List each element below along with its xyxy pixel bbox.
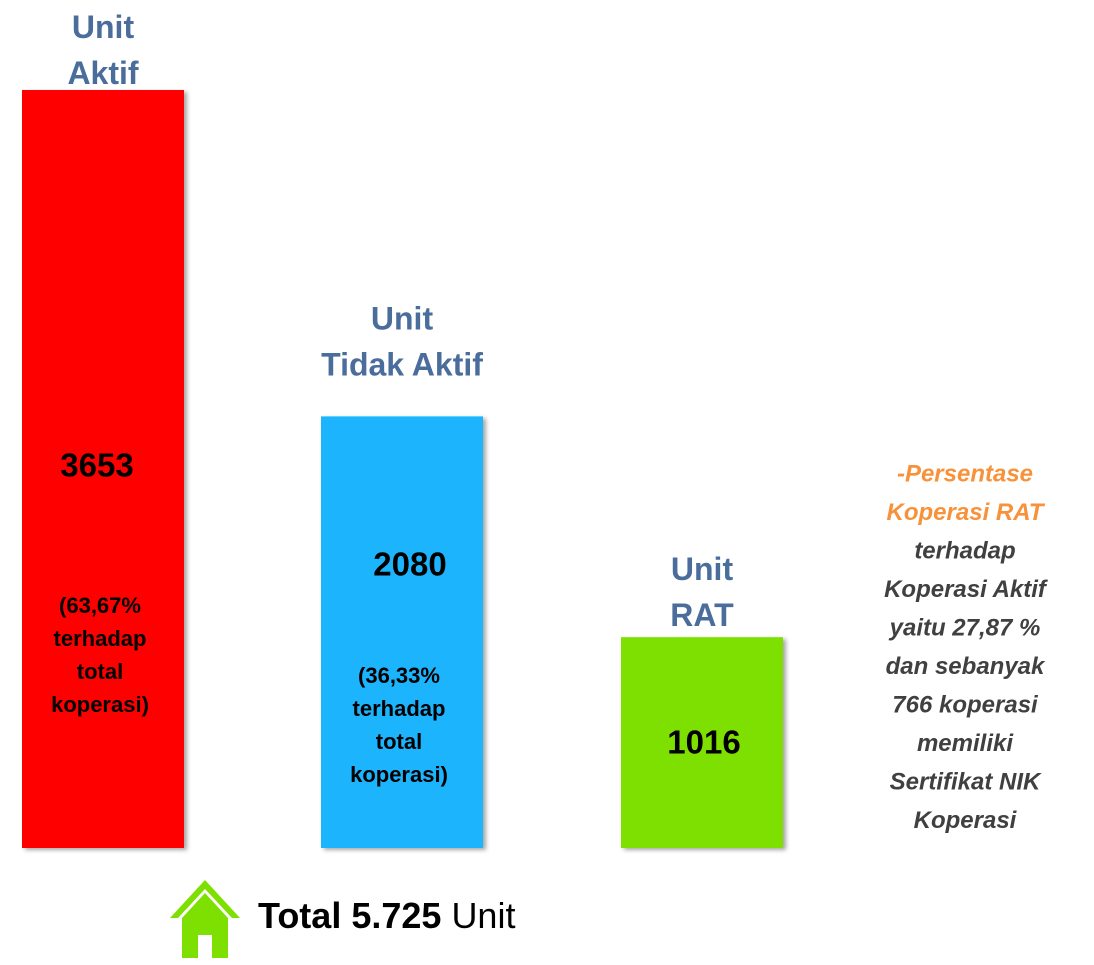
- total-text: Total 5.725 Unit: [258, 895, 515, 936]
- bar-note: (36,33% terhadap total koperasi): [350, 663, 448, 787]
- annotation-line: Koperasi: [914, 807, 1018, 834]
- annotation-line: Koperasi Aktif: [884, 576, 1048, 603]
- total-unit: Unit: [451, 895, 515, 936]
- category-label: Unit Aktif: [67, 9, 138, 91]
- bar: [22, 90, 184, 848]
- value-label: 1016: [667, 724, 740, 761]
- annotation-line: Sertifikat NIK: [890, 768, 1042, 795]
- bar: [321, 416, 483, 848]
- value-label: 2080: [373, 546, 446, 583]
- annotation-highlight: Koperasi RAT: [887, 499, 1046, 526]
- annotation-line: dan sebanyak: [886, 653, 1046, 680]
- category-label: Unit RAT: [670, 552, 734, 634]
- total-bold: Total 5.725: [258, 895, 441, 936]
- value-label: 3653: [60, 447, 133, 484]
- annotation-line: 766 koperasi: [892, 691, 1039, 718]
- bar: [621, 637, 783, 848]
- annotation-line: yaitu 27,87 %: [889, 614, 1041, 641]
- house-icon: [170, 880, 240, 958]
- category-label: Unit Tidak Aktif: [321, 301, 483, 383]
- annotation-line: memiliki: [917, 730, 1014, 757]
- annotation-highlight: -Persentase: [897, 460, 1033, 487]
- annotation-line: terhadap: [914, 537, 1015, 564]
- bar-note: (63,67% terhadap total koperasi): [51, 593, 149, 717]
